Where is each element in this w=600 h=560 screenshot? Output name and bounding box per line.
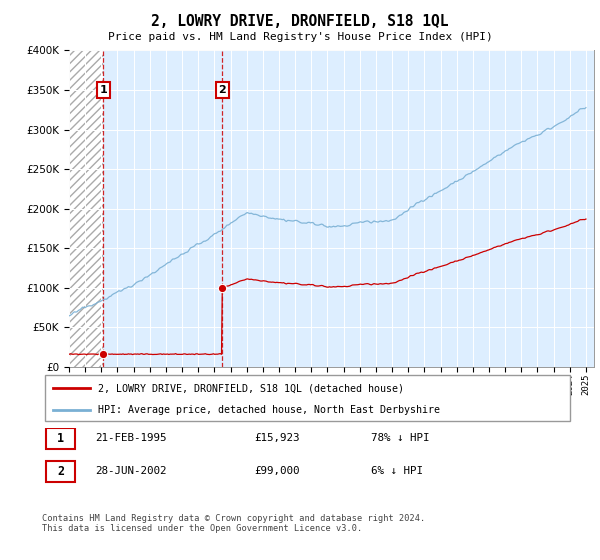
FancyBboxPatch shape [44,375,570,421]
Text: £15,923: £15,923 [254,433,300,443]
Bar [69,50,103,367]
Text: 21-FEB-1995: 21-FEB-1995 [95,433,167,443]
Text: 2, LOWRY DRIVE, DRONFIELD, S18 1QL: 2, LOWRY DRIVE, DRONFIELD, S18 1QL [151,14,449,29]
Text: 2: 2 [218,85,226,95]
Text: 6% ↓ HPI: 6% ↓ HPI [371,466,423,477]
FancyBboxPatch shape [46,428,76,449]
Text: 1: 1 [57,432,64,445]
Text: Price paid vs. HM Land Registry's House Price Index (HPI): Price paid vs. HM Land Registry's House … [107,32,493,43]
Text: £99,000: £99,000 [254,466,300,477]
Text: 78% ↓ HPI: 78% ↓ HPI [371,433,430,443]
Text: Contains HM Land Registry data © Crown copyright and database right 2024.
This d: Contains HM Land Registry data © Crown c… [42,514,425,534]
Text: 1: 1 [100,85,107,95]
Text: 2, LOWRY DRIVE, DRONFIELD, S18 1QL (detached house): 2, LOWRY DRIVE, DRONFIELD, S18 1QL (deta… [98,383,404,393]
Text: 2: 2 [57,465,64,478]
Text: HPI: Average price, detached house, North East Derbyshire: HPI: Average price, detached house, Nort… [98,405,440,416]
Text: 28-JUN-2002: 28-JUN-2002 [95,466,167,477]
FancyBboxPatch shape [46,461,76,482]
